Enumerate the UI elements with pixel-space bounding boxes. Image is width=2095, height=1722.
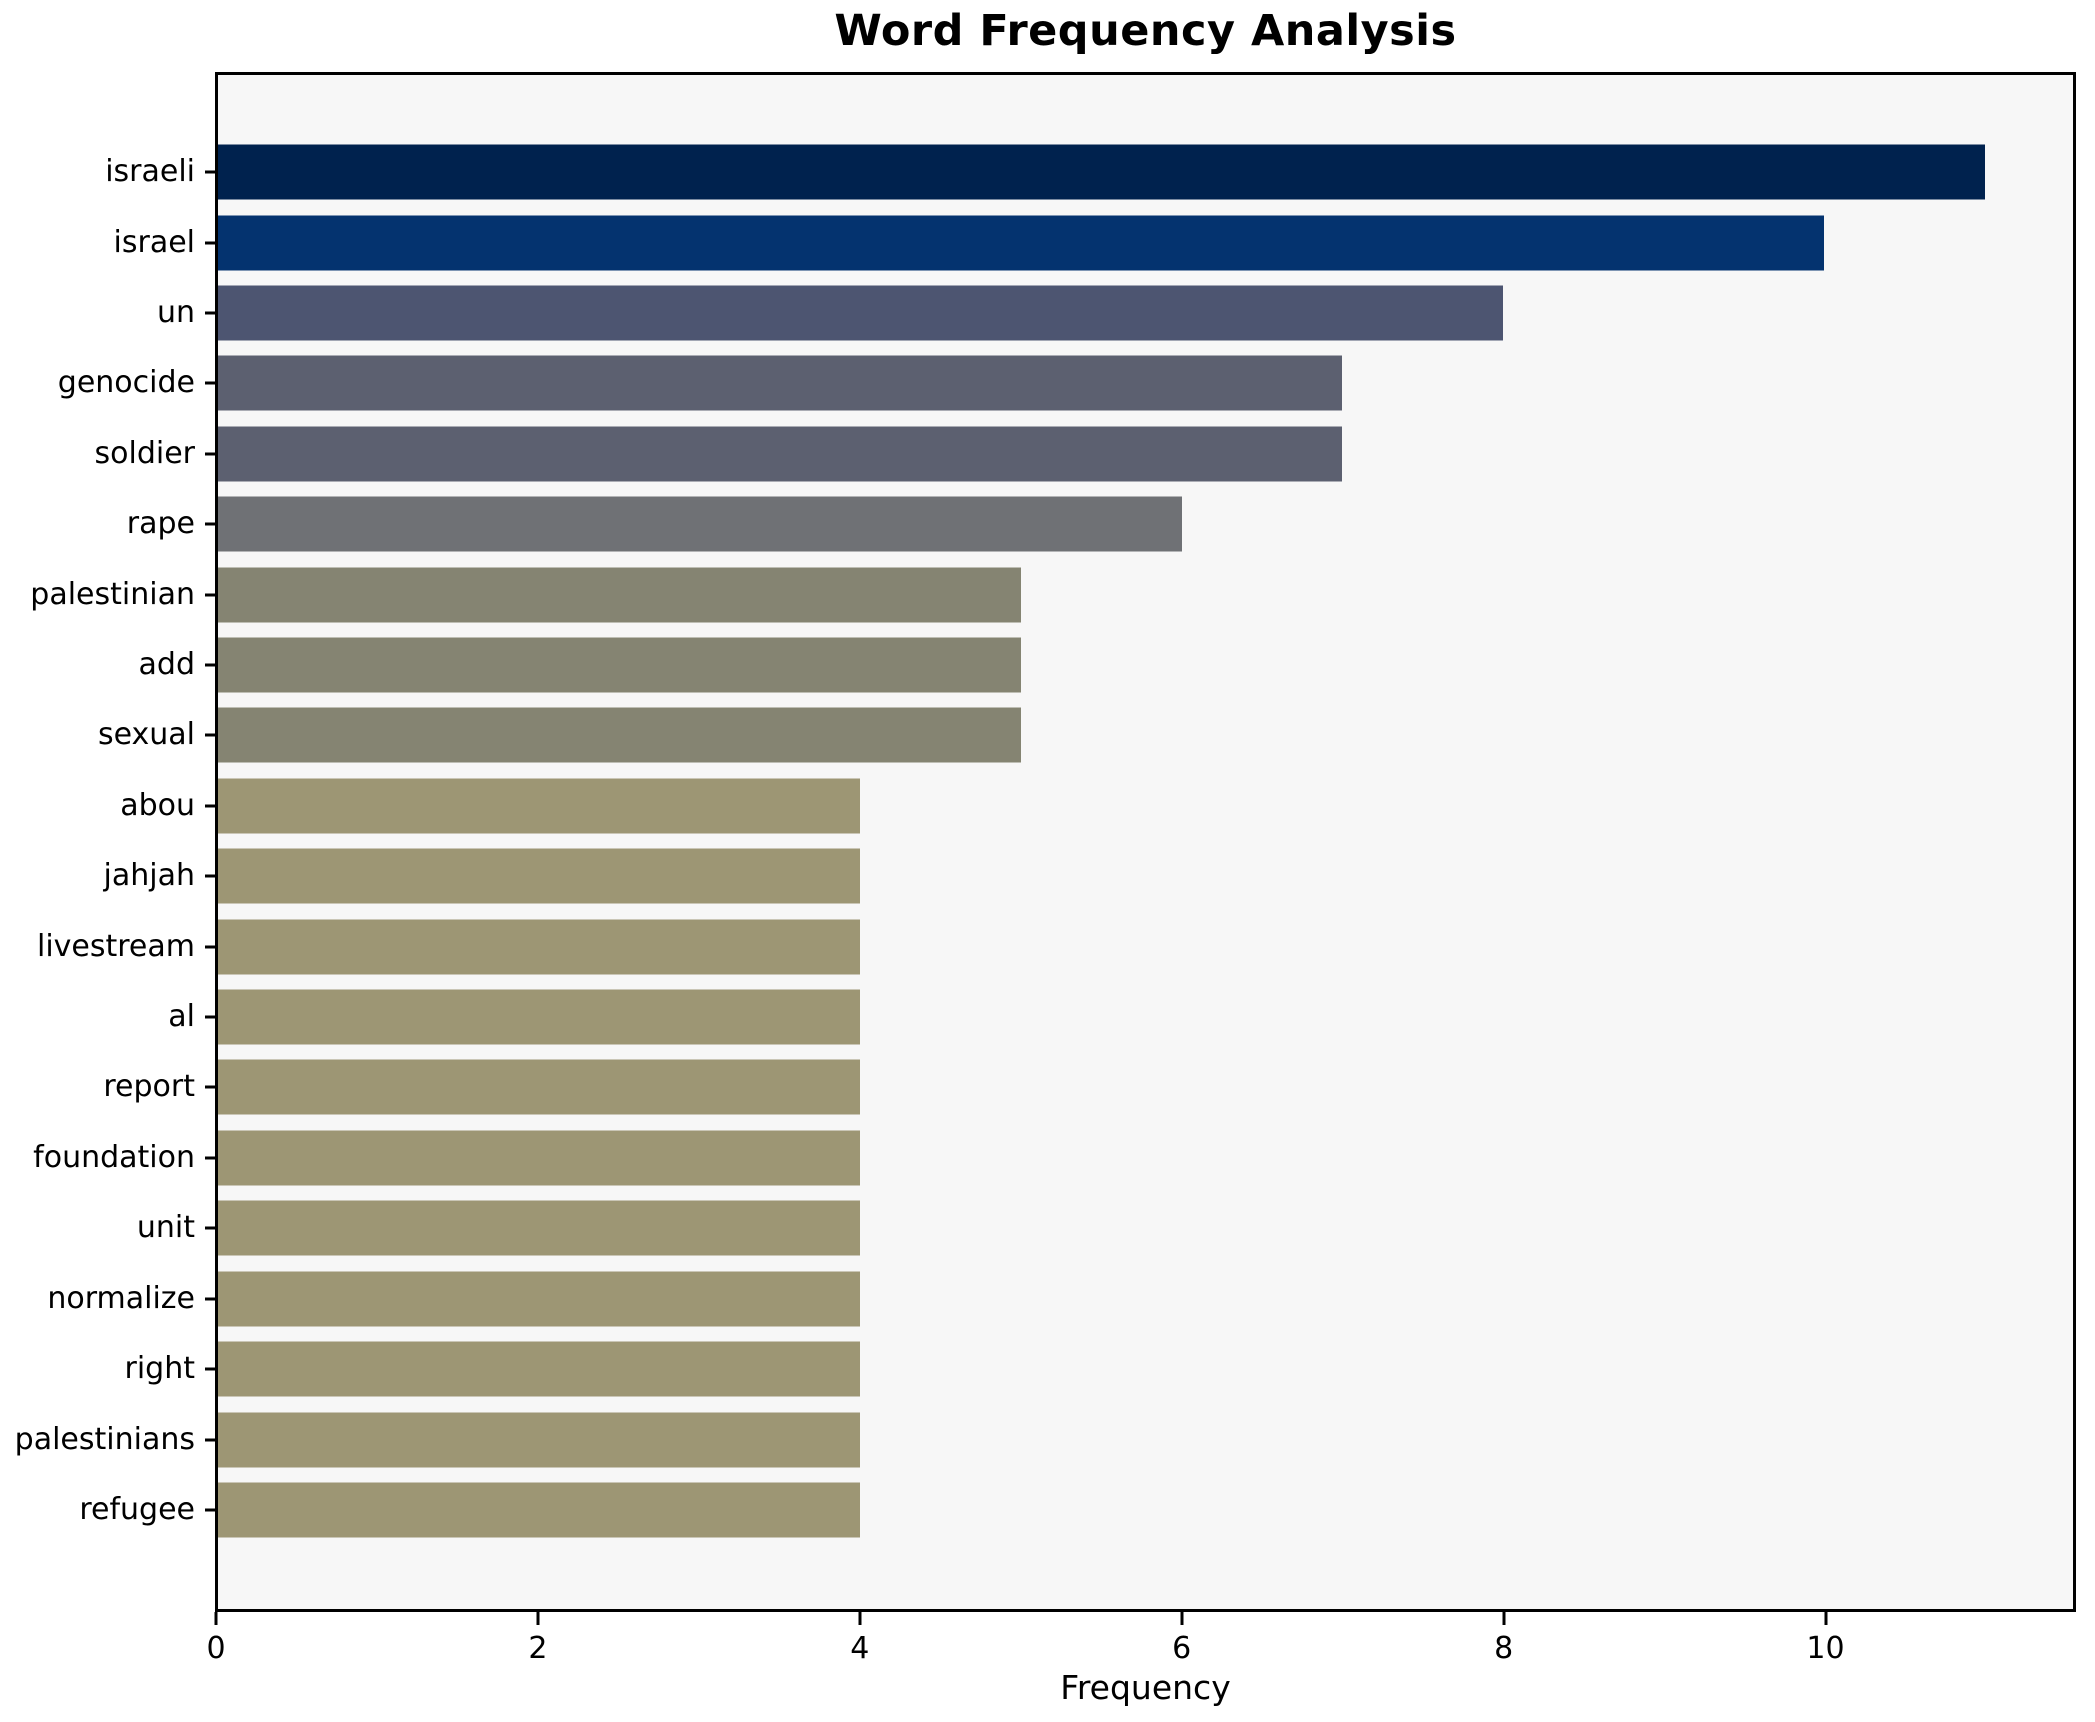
x-tick-label: 10 (1806, 1631, 1845, 1666)
y-tick-mark (205, 1085, 215, 1089)
bar-row: refugee (79, 1475, 2073, 1545)
bar-row: israeli (105, 137, 2073, 207)
x-tick-mark (1502, 1612, 1506, 1625)
y-tick-mark (205, 522, 215, 526)
y-tick-label: genocide (57, 365, 195, 401)
bar-row: right (125, 1334, 2073, 1404)
bar-row: unit (137, 1193, 2073, 1263)
y-tick-mark (205, 874, 215, 878)
bar-livestream (218, 919, 861, 975)
bar-row: abou (120, 771, 2073, 841)
y-tick-mark (205, 593, 215, 597)
y-tick-mark (205, 311, 215, 315)
y-tick-label: sexual (97, 717, 195, 753)
y-tick-label: jahjah (103, 858, 195, 894)
y-tick-mark (205, 1508, 215, 1512)
x-tick-label: 8 (1494, 1631, 1514, 1666)
y-tick-label: livestream (36, 928, 195, 964)
x-tick-mark (1180, 1612, 1184, 1625)
y-tick-label: foundation (33, 1139, 195, 1175)
x-tick-label: 4 (850, 1631, 870, 1666)
x-tick-mark (214, 1612, 218, 1625)
bar-row: rape (127, 489, 2073, 559)
y-tick-mark (205, 170, 215, 174)
x-tick-label: 6 (1172, 1631, 1192, 1666)
y-tick-mark (205, 733, 215, 737)
bar-sexual (218, 707, 1022, 763)
bar-row: genocide (58, 348, 2073, 418)
bar-row: add (139, 630, 2073, 700)
bar-foundation (218, 1130, 861, 1186)
y-tick-label: normalize (47, 1280, 195, 1316)
bar-genocide (218, 355, 1343, 411)
bar-abou (218, 778, 861, 834)
y-tick-label: soldier (94, 435, 196, 471)
y-tick-label: right (124, 1351, 196, 1387)
bar-al (218, 989, 861, 1045)
bar-row: palestinians (15, 1404, 2073, 1474)
bar-row: sexual (98, 700, 2073, 770)
bar-right (218, 1341, 861, 1397)
bar-add (218, 637, 1022, 693)
bar-jahjah (218, 848, 861, 904)
y-tick-mark (205, 1156, 215, 1160)
y-tick-mark (205, 1015, 215, 1019)
y-tick-label: un (156, 295, 195, 331)
y-tick-mark (205, 1297, 215, 1301)
bar-report (218, 1059, 861, 1115)
y-tick-mark (205, 663, 215, 667)
x-tick-mark (1824, 1612, 1828, 1625)
bar-rape (218, 496, 1182, 552)
bar-row: palestinian (30, 559, 2073, 629)
bar-row: jahjah (104, 841, 2073, 911)
bar-israel (218, 215, 1825, 271)
y-tick-mark (205, 804, 215, 808)
bar-soldier (218, 426, 1343, 482)
chart-title: Word Frequency Analysis (834, 6, 1457, 56)
y-tick-label: unit (136, 1210, 195, 1246)
plot-area: israeli israel un genocide soldier rape palest… (15, 72, 2076, 1666)
x-tick-label: 2 (528, 1631, 548, 1666)
y-tick-mark (205, 1226, 215, 1230)
y-tick-label: israel (113, 224, 195, 260)
y-tick-mark (205, 945, 215, 949)
bar-row: israel (114, 207, 2073, 277)
y-tick-label: add (138, 647, 195, 683)
y-tick-label: report (103, 1069, 195, 1105)
bar-palestinians (218, 1412, 861, 1468)
y-tick-label: al (168, 999, 195, 1035)
bar-row: al (168, 982, 2073, 1052)
bar-row: normalize (47, 1264, 2073, 1334)
bar-unit (218, 1200, 861, 1256)
y-tick-label: abou (120, 787, 195, 823)
x-axis-label: Frequency (1060, 1668, 1231, 1707)
y-tick-mark (205, 452, 215, 456)
y-tick-mark (205, 1367, 215, 1371)
y-tick-label: palestinian (30, 576, 195, 612)
bar-row: report (103, 1052, 2073, 1122)
bar-israeli (218, 144, 1985, 200)
bar-normalize (218, 1271, 861, 1327)
y-tick-label: refugee (79, 1491, 195, 1527)
bar-row: foundation (33, 1123, 2073, 1193)
bar-palestinian (218, 567, 1022, 623)
bars-container: israeli israel un genocide soldier rape palest… (15, 75, 2073, 1609)
y-tick-mark (205, 1438, 215, 1442)
y-tick-label: palestinians (14, 1421, 195, 1457)
x-tick-label: 0 (206, 1631, 226, 1666)
bar-row: un (157, 278, 2073, 348)
bar-refugee (218, 1482, 861, 1538)
y-tick-mark (205, 241, 215, 245)
x-tick-mark (536, 1612, 540, 1625)
bar-un (218, 285, 1503, 341)
y-tick-mark (205, 381, 215, 385)
x-tick-mark (858, 1612, 862, 1625)
bar-row: livestream (37, 911, 2073, 981)
y-tick-label: rape (126, 506, 195, 542)
bar-row: soldier (95, 419, 2073, 489)
y-tick-label: israeli (105, 154, 195, 190)
